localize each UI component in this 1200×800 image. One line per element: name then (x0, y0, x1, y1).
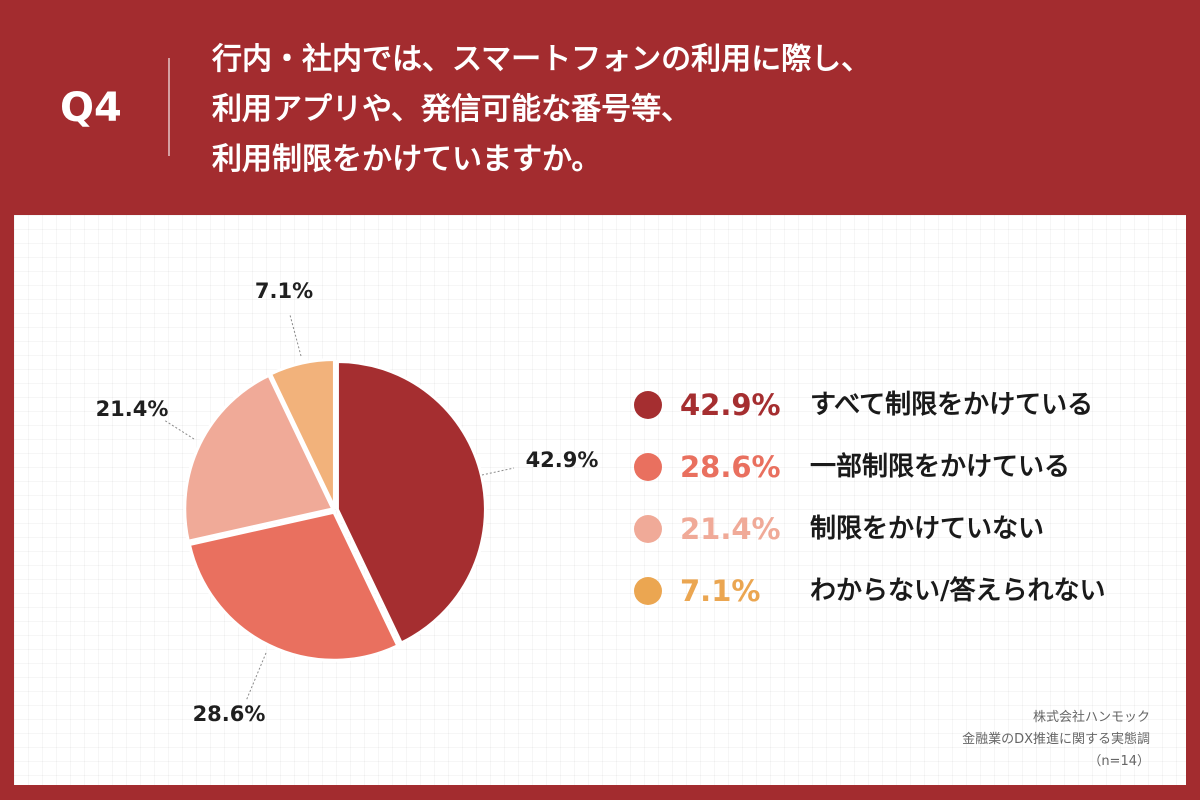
leader-line (245, 652, 267, 702)
question-line-1: 行内・社内では、スマートフォンの利用に際し、 (212, 42, 872, 77)
leader-line (481, 467, 515, 476)
source-note: 株式会社ハンモック 金融業のDX推進に関する実態調 （n=14） (962, 707, 1150, 773)
source-survey: 金融業のDX推進に関する実態調 (962, 732, 1150, 747)
legend-percent: 42.9% (680, 388, 781, 422)
data-label-unknown: 7.1% (255, 279, 313, 303)
legend-dot (634, 577, 662, 605)
legend-label: わからない/答えられない (810, 576, 1106, 606)
pie-chart: 42.9% 28.6% 21.4% 7.1% (96, 279, 599, 726)
legend-label: すべて制限をかけている (810, 390, 1094, 420)
legend-percent: 21.4% (680, 512, 781, 546)
source-company: 株式会社ハンモック (1032, 710, 1150, 725)
question-header: Q4 行内・社内では、スマートフォンの利用に際し、 利用アプリや、発信可能な番号… (0, 0, 1200, 215)
source-sample-size: （n=14） (1088, 754, 1150, 769)
question-text: 行内・社内では、スマートフォンの利用に際し、 利用アプリや、発信可能な番号等、 … (212, 35, 1172, 185)
legend-item-unknown: 7.1% わからない/答えられない (634, 571, 1174, 611)
legend-item-not-restricted: 21.4% 制限をかけていない (634, 509, 1174, 549)
question-number: Q4 (60, 85, 122, 131)
header-divider (168, 58, 170, 156)
legend-percent: 28.6% (680, 450, 781, 484)
pie-slice-partly-restricted (187, 510, 400, 662)
leader-line (289, 314, 302, 357)
legend-label: 制限をかけていない (810, 514, 1045, 544)
legend-dot (634, 453, 662, 481)
legend-item-all-restricted: 42.9% すべて制限をかけている (634, 385, 1174, 425)
legend-percent: 7.1% (680, 574, 761, 608)
data-label-partly-restricted: 28.6% (193, 702, 266, 726)
pie-slice-all-restricted (335, 359, 487, 645)
pie-slice-unknown (268, 358, 336, 509)
question-line-2: 利用アプリや、発信可能な番号等、 (212, 92, 692, 127)
question-line-3: 利用制限をかけていますか。 (212, 142, 602, 177)
pie-slice-not-restricted (183, 373, 335, 543)
legend-dot (634, 515, 662, 543)
chart-card: 42.9% 28.6% 21.4% 7.1% 42.9% すべて制限をかけている 28… (14, 215, 1186, 785)
data-label-all-restricted: 42.9% (526, 448, 599, 472)
legend-label: 一部制限をかけている (810, 452, 1071, 482)
legend-dot (634, 391, 662, 419)
legend-item-partly-restricted: 28.6% 一部制限をかけている (634, 447, 1174, 487)
data-label-not-restricted: 21.4% (96, 397, 169, 421)
leader-line (163, 419, 195, 440)
